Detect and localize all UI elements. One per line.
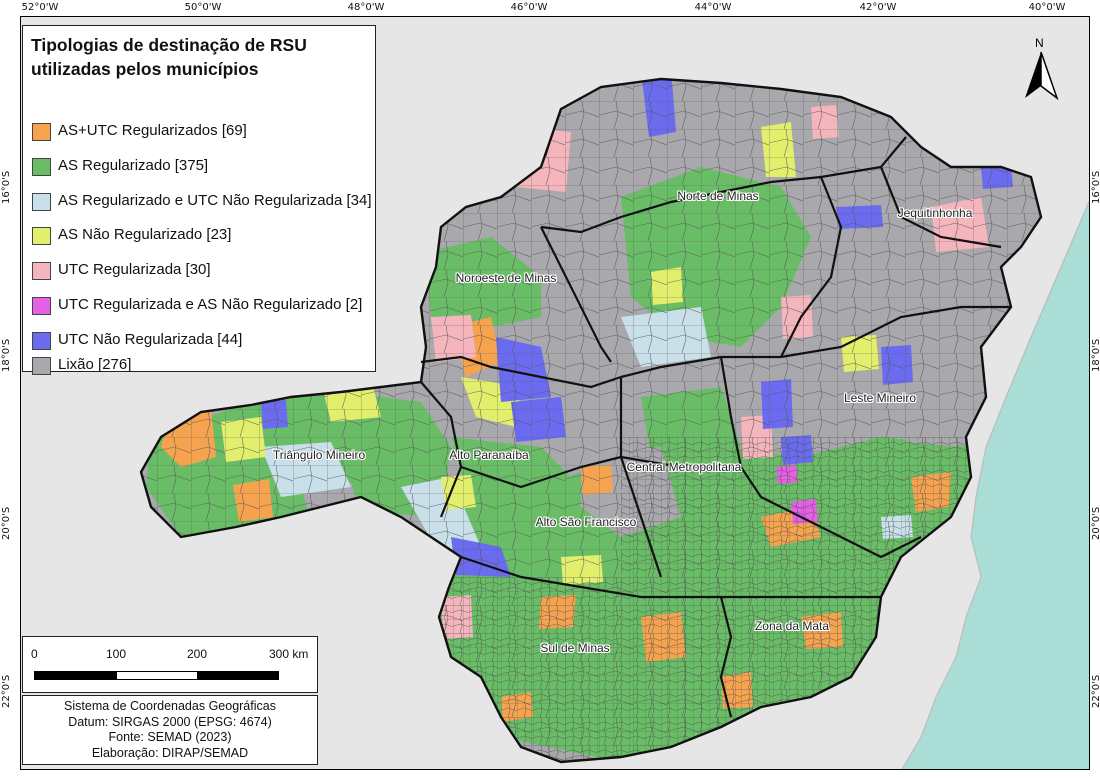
- lat-label-left: 18°0'S: [1, 338, 12, 372]
- scale-segment: [197, 671, 279, 680]
- legend-label: AS Regularizado e UTC Não Regularizada […: [58, 192, 372, 209]
- lon-label-top: 40°0'W: [1028, 2, 1066, 13]
- region-label-sul-de-minas: Sul de Minas: [540, 641, 610, 655]
- map-credits: Sistema de Coordenadas Geográficas Datum…: [22, 695, 318, 765]
- coastline: [901, 200, 1089, 769]
- lon-label-top: 48°0'W: [347, 2, 385, 13]
- lat-label-left: 16°0'S: [1, 170, 12, 204]
- legend-label: AS+UTC Regularizados [69]: [58, 122, 247, 139]
- scale-bar: 0 100 200 300 km: [22, 636, 318, 693]
- scale-segment: [34, 671, 117, 680]
- lat-label-right: 20°0'S: [1091, 506, 1100, 540]
- ocean-area: [902, 201, 1089, 769]
- legend-label: UTC Regularizada e AS Não Regularizado […: [58, 296, 363, 313]
- legend-label: Lixão [276]: [58, 356, 132, 373]
- legend-label: AS Não Regularizado [23]: [58, 226, 232, 243]
- region-label-alto-sao-francisco: Alto São Francisco: [535, 515, 637, 529]
- lon-label-top: 52°0'W: [21, 2, 59, 13]
- state-border: [139, 77, 1043, 764]
- legend-label: AS Regularizado [375]: [58, 157, 209, 174]
- legend-swatch: [32, 227, 51, 245]
- scale-tick-label: 200: [187, 647, 208, 661]
- credit-line: Datum: SIRGAS 2000 (EPSG: 4674): [68, 714, 272, 729]
- legend-swatch: [32, 357, 51, 375]
- region-label-noroeste-de-minas: Noroeste de Minas: [455, 271, 557, 285]
- region-label-alto-paranaiba: Alto Paranaíba: [449, 448, 529, 462]
- scale-tick-label: 300 km: [269, 647, 309, 661]
- north-label: N: [1035, 36, 1044, 50]
- lat-label-right: 16°0'S: [1091, 170, 1100, 204]
- region-label-central-metropolitana: Central Metropolitana: [626, 460, 742, 474]
- scale-tick-label: 0: [31, 647, 38, 661]
- legend-swatch: [32, 297, 51, 315]
- lat-label-left: 20°0'S: [1, 506, 12, 540]
- north-arrow-icon: [1025, 51, 1059, 101]
- region-label-jequitinhonha: Jequitinhonha: [897, 206, 973, 220]
- lon-label-top: 44°0'W: [694, 2, 732, 13]
- region-boundaries: [420, 136, 1011, 718]
- lon-label-top: 42°0'W: [859, 2, 897, 13]
- region-label-zona-da-mata: Zona da Mata: [754, 619, 830, 633]
- lat-label-right: 18°0'S: [1091, 338, 1100, 372]
- credit-line: Sistema de Coordenadas Geográficas: [64, 699, 276, 713]
- legend-label: UTC Regularizada [30]: [58, 261, 211, 278]
- lon-label-top: 50°0'W: [184, 2, 222, 13]
- lat-label-right: 22°0'S: [1091, 674, 1100, 708]
- legend-title: Tipologias de destinação de RSU utilizad…: [31, 35, 307, 79]
- legend-label: UTC Não Regularizada [44]: [58, 331, 243, 348]
- region-label-leste-mineiro: Leste Mineiro: [843, 391, 917, 405]
- credit-line: Fonte: SEMAD (2023): [108, 730, 232, 744]
- credit-line: Elaboração: DIRAP/SEMAD: [91, 745, 249, 760]
- legend-swatch: [32, 158, 51, 176]
- legend: Tipologias de destinação de RSU utilizad…: [22, 25, 376, 375]
- legend-swatch: [32, 262, 51, 280]
- scale-tick-label: 100: [106, 647, 127, 661]
- legend-swatch: [32, 123, 51, 141]
- lon-label-top: 46°0'W: [510, 2, 548, 13]
- region-label-triangulo-mineiro: Triângulo Mineiro: [272, 448, 366, 462]
- legend-swatch: [32, 332, 51, 350]
- legend-swatch: [32, 193, 51, 211]
- lat-label-left: 22°0'S: [1, 674, 12, 708]
- region-label-norte-de-minas: Norte de Minas: [677, 189, 759, 203]
- scale-segment: [116, 671, 198, 680]
